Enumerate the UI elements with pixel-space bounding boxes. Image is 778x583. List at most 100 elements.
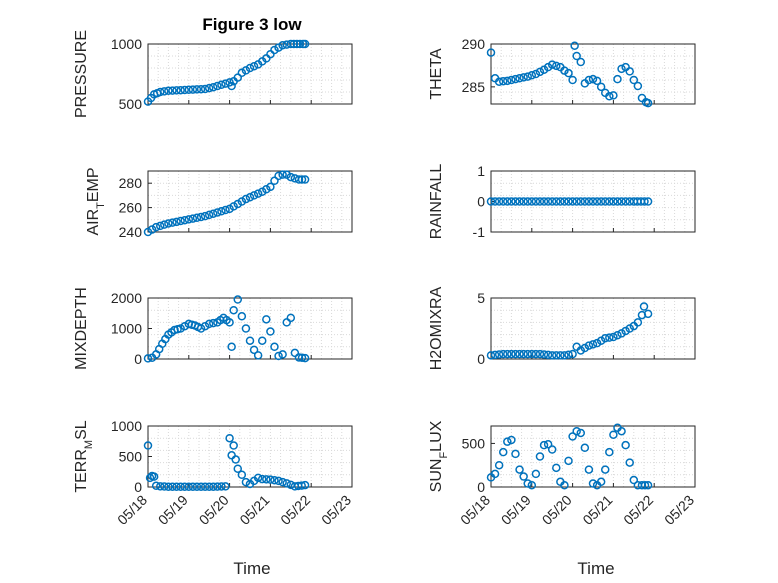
data-point: [294, 175, 304, 184]
data-point: [209, 318, 218, 328]
data-point: [209, 82, 218, 92]
data-point: [640, 481, 650, 490]
data-point: [270, 476, 279, 485]
data-point: [560, 481, 569, 490]
data-point: [213, 482, 222, 491]
data-point: [192, 213, 202, 223]
data-point: [270, 176, 279, 186]
data-point: [584, 465, 594, 474]
data-point: [168, 482, 177, 491]
x-axis-label-right: Time: [577, 559, 614, 578]
subplot-h2omixra: 0 5 H2OMIXRA: [428, 286, 696, 370]
data-point: [274, 171, 283, 181]
data-point: [643, 309, 653, 319]
data-point: [576, 57, 586, 67]
data-point: [176, 85, 185, 95]
data-point: [584, 197, 594, 206]
data-point: [180, 215, 189, 225]
subplot-pressure: 500 1000 PRESSURE: [73, 30, 353, 118]
x-tick-label: 05/22: [620, 492, 656, 528]
data-point: [204, 319, 214, 329]
data-point: [204, 482, 214, 491]
data-point: [498, 197, 508, 206]
data-point: [498, 349, 508, 359]
data-point: [498, 447, 508, 457]
data-point: [617, 426, 626, 436]
x-tick-label: 05/22: [277, 492, 313, 528]
x-tick-label: 05/19: [155, 492, 191, 528]
data-point: [486, 48, 496, 57]
y-tick-label: 0: [477, 351, 485, 367]
data-point: [494, 77, 504, 86]
data-point: [494, 350, 504, 359]
data-point: [584, 341, 594, 350]
data-point: [184, 215, 194, 224]
data-point: [564, 350, 573, 359]
data-point: [184, 85, 194, 95]
data-point: [617, 197, 626, 206]
data-point: [503, 349, 512, 359]
x-tick-label: 05/21: [236, 492, 272, 528]
data-point: [556, 197, 565, 206]
data-point: [200, 482, 210, 491]
data-point: [564, 197, 573, 206]
data-point: [605, 92, 614, 101]
data-point: [527, 197, 537, 206]
data-point: [229, 305, 238, 315]
data-point: [609, 430, 618, 439]
y-axis-label: RAINFALL: [428, 164, 445, 240]
data-point: [580, 443, 590, 453]
data-point: [253, 351, 263, 360]
data-point: [576, 197, 586, 206]
data-point: [543, 440, 553, 449]
data-point: [507, 435, 516, 445]
data-point: [176, 482, 185, 491]
data-point: [568, 349, 577, 359]
data-point: [168, 86, 177, 95]
data-point: [227, 81, 236, 91]
y-tick-label: 1000: [111, 321, 142, 337]
data-point: [266, 475, 275, 484]
data-point: [507, 197, 516, 206]
data-point: [490, 469, 500, 479]
x-tick-label: 05/23: [318, 492, 354, 528]
data-point: [486, 351, 496, 360]
data-point: [188, 482, 198, 491]
data-point: [200, 84, 210, 94]
data-point: [274, 351, 283, 361]
data-point: [486, 197, 496, 206]
data-point: [225, 433, 234, 443]
data-point: [155, 221, 165, 231]
data-point: [180, 85, 189, 95]
data-point: [204, 83, 214, 93]
data-point: [160, 220, 169, 229]
data-point: [519, 472, 528, 481]
y-axis-label: AIRTEMP: [85, 167, 107, 235]
data-point: [543, 197, 553, 206]
data-point: [155, 482, 165, 491]
data-point: [227, 342, 236, 352]
y-tick-label: 1000: [111, 418, 142, 434]
y-axis-label: TERRMSL: [73, 420, 95, 492]
data-point: [515, 465, 524, 474]
data-point: [527, 481, 537, 490]
data-point: [507, 349, 516, 359]
axes-box: [147, 170, 353, 233]
data-point: [180, 482, 189, 491]
data-point: [531, 69, 541, 79]
data-point: [196, 324, 206, 333]
data-point: [552, 197, 561, 206]
data-point: [570, 41, 579, 50]
data-point: [539, 440, 549, 450]
y-tick-label: 1000: [111, 36, 142, 52]
data-point: [494, 197, 504, 206]
data-point: [531, 349, 541, 359]
data-point: [535, 349, 545, 359]
data-point: [229, 441, 238, 450]
data-point: [241, 477, 251, 487]
data-point: [241, 194, 251, 204]
data-point: [262, 475, 271, 484]
data-point: [527, 349, 537, 359]
data-point: [188, 85, 198, 94]
